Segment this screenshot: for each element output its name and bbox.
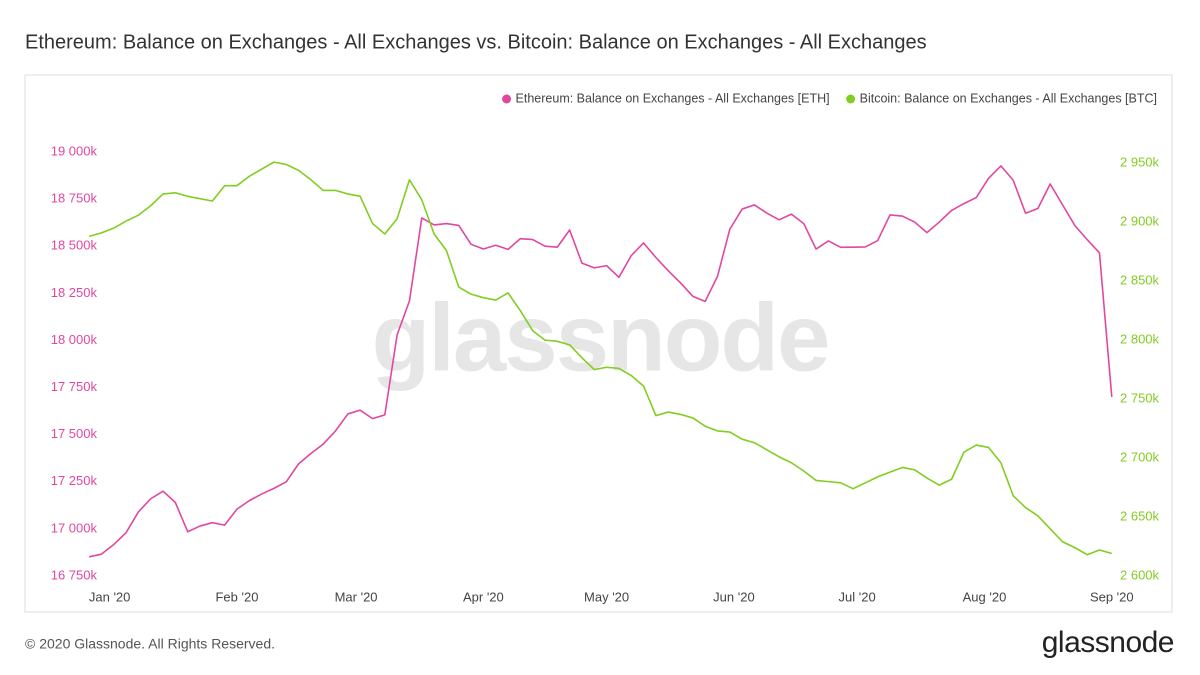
x-tick-label: Apr '20: [463, 589, 504, 604]
x-tick-label: Jun '20: [713, 589, 755, 604]
legend-marker: [846, 94, 856, 104]
y-tick-label: 17 000k: [51, 520, 98, 535]
y2-tick-label: 2 700k: [1120, 449, 1160, 464]
y-tick-label: 18 500k: [51, 238, 98, 253]
y2-tick-label: 2 800k: [1120, 332, 1160, 347]
y-tick-label: 17 750k: [51, 379, 98, 394]
y2-tick-label: 2 850k: [1120, 273, 1160, 288]
y2-tick-label: 2 750k: [1120, 391, 1160, 406]
series-line: [88, 165, 1113, 558]
y2-tick-label: 2 650k: [1120, 508, 1160, 523]
series-line: [88, 161, 1113, 556]
legend-label: Ethereum: Balance on Exchanges - All Exc…: [516, 91, 830, 105]
y-tick-label: 18 250k: [51, 285, 98, 300]
y-tick-label: 18 000k: [51, 332, 98, 347]
chart-title: Ethereum: Balance on Exchanges - All Exc…: [25, 31, 927, 53]
x-tick-label: Aug '20: [963, 589, 1007, 604]
y-tick-label: 18 750k: [51, 191, 98, 206]
watermark: glassnode: [372, 284, 829, 391]
y2-tick-label: 2 600k: [1120, 567, 1160, 582]
x-tick-label: Feb '20: [215, 589, 258, 604]
y2-tick-label: 2 950k: [1120, 155, 1160, 170]
x-tick-label: Sep '20: [1090, 589, 1134, 604]
y-tick-label: 17 500k: [51, 426, 98, 441]
y2-tick-label: 2 900k: [1120, 214, 1160, 229]
x-tick-label: Jul '20: [839, 589, 876, 604]
y-tick-label: 16 750k: [51, 567, 98, 582]
x-tick-label: Jan '20: [89, 589, 131, 604]
copyright: © 2020 Glassnode. All Rights Reserved.: [25, 636, 275, 652]
x-tick-label: Mar '20: [335, 589, 378, 604]
y-tick-label: 17 250k: [51, 473, 98, 488]
y-tick-label: 19 000k: [51, 143, 98, 158]
legend-label: Bitcoin: Balance on Exchanges - All Exch…: [860, 91, 1157, 105]
x-tick-label: May '20: [584, 589, 629, 604]
logo: glassnode: [1042, 626, 1174, 659]
chart-frame: [24, 74, 1173, 613]
legend-marker: [502, 94, 512, 104]
